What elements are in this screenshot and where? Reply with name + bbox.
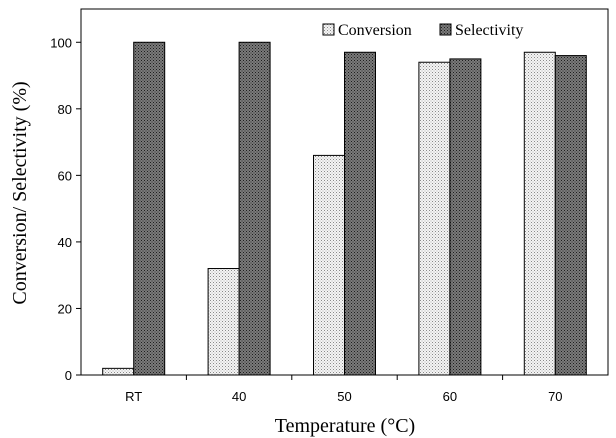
y-axis-ticks: 0 20 40 60 80 100: [50, 35, 81, 383]
legend-label-conversion: Conversion: [338, 22, 412, 39]
y-tick-label: 0: [65, 368, 72, 383]
x-axis-title: Temperature (°C): [275, 415, 415, 437]
x-tick-label: 70: [548, 389, 562, 404]
bar-selectivity-70: [554, 55, 587, 376]
y-tick-label: 100: [50, 35, 72, 50]
legend-label-selectivity: Selectivity: [455, 22, 523, 39]
bar-conversion-70: [523, 51, 556, 376]
y-tick-label: 60: [58, 168, 72, 183]
x-axis-ticks: RT 40 50 60 70: [125, 375, 563, 404]
bar-selectivity-40: [238, 41, 271, 376]
legend: Conversion Selectivity: [322, 22, 523, 39]
bar-conversion-50: [313, 154, 345, 376]
x-tick-label: 50: [337, 389, 351, 404]
bar-conversion-60: [418, 61, 451, 376]
legend-swatch-conversion: [322, 23, 335, 36]
x-tick-label: 60: [443, 389, 457, 404]
y-tick-label: 20: [58, 301, 72, 316]
bar-conversion-40: [207, 268, 240, 376]
bars: [102, 41, 587, 376]
bar-selectivity-50: [344, 51, 376, 376]
bar-selectivity-60: [449, 58, 482, 376]
legend-swatch-selectivity: [439, 23, 452, 36]
bar-selectivity-rt: [133, 41, 166, 376]
y-tick-label: 40: [58, 235, 72, 250]
x-tick-label: 40: [232, 389, 246, 404]
bar-conversion-rt: [102, 367, 135, 376]
y-axis-title: Conversion/ Selectivity (%): [9, 81, 31, 304]
x-tick-label: RT: [125, 389, 142, 404]
y-tick-label: 80: [58, 102, 72, 117]
